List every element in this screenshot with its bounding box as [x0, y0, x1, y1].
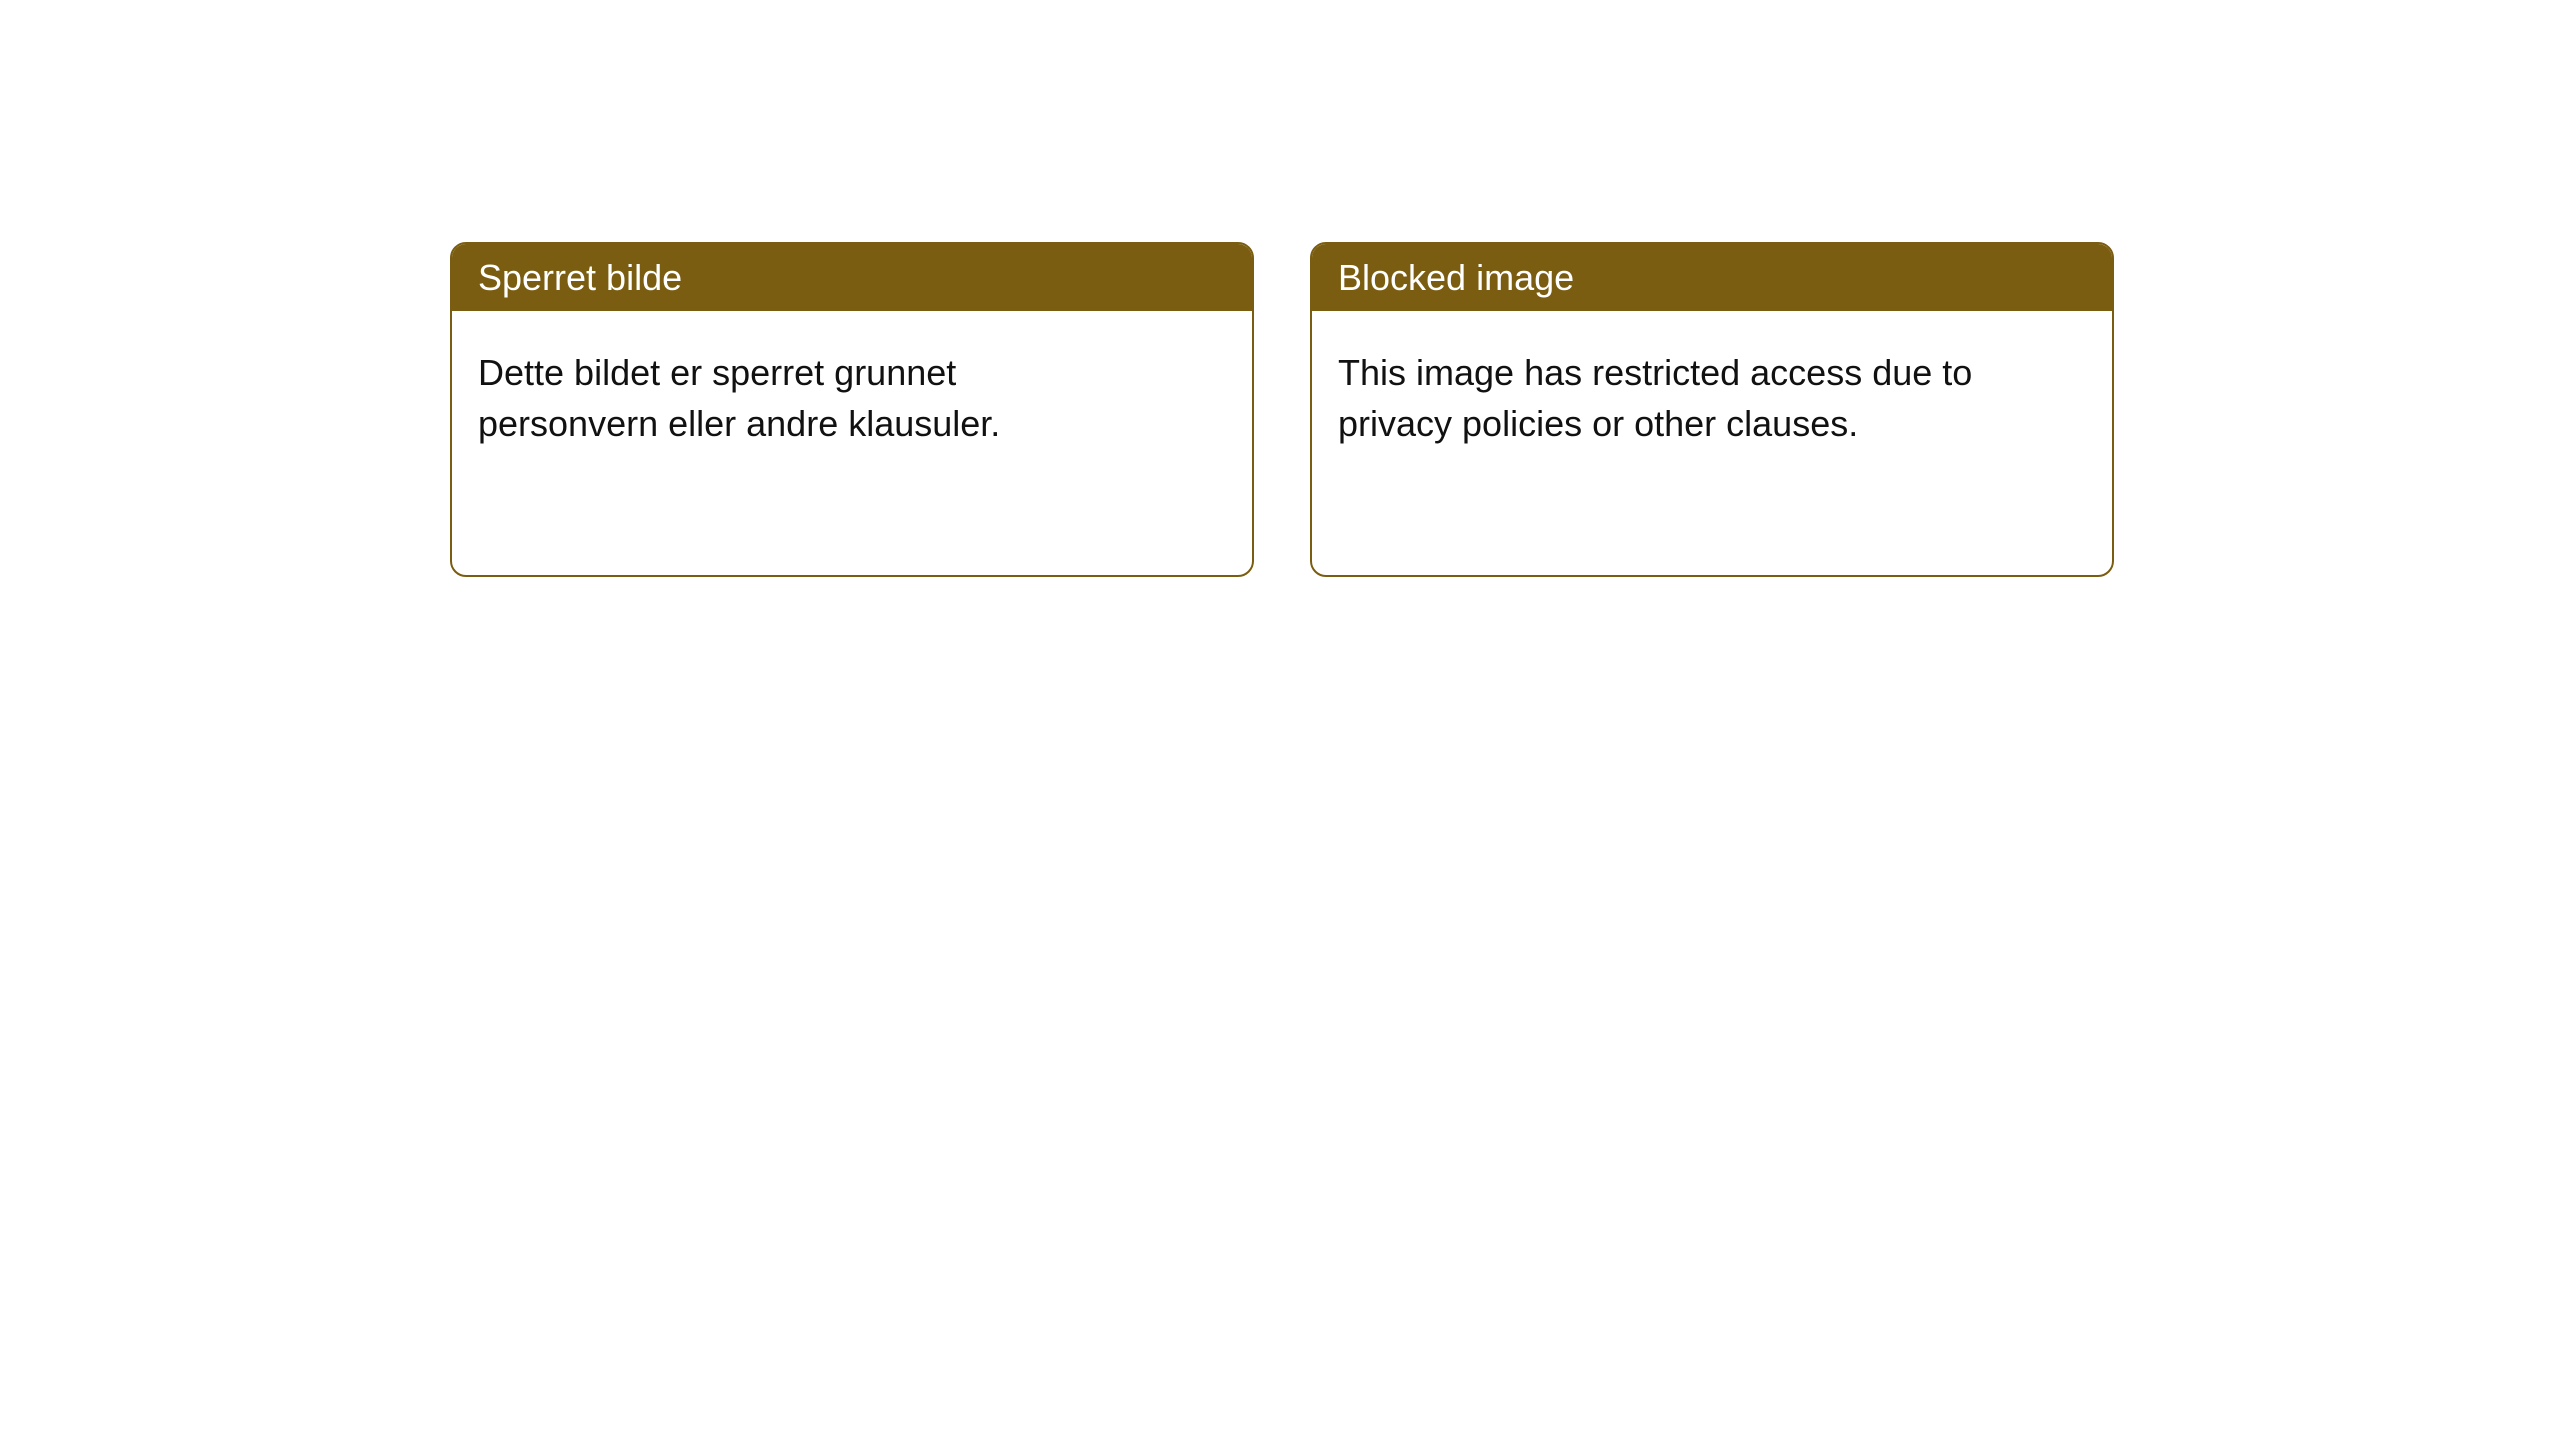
- card-body: This image has restricted access due to …: [1312, 311, 2112, 575]
- card-header: Sperret bilde: [452, 244, 1252, 311]
- card-header: Blocked image: [1312, 244, 2112, 311]
- card-title: Blocked image: [1338, 257, 1574, 298]
- blocked-image-card-en: Blocked image This image has restricted …: [1310, 242, 2114, 577]
- card-message: This image has restricted access due to …: [1338, 347, 1978, 449]
- card-body: Dette bildet er sperret grunnet personve…: [452, 311, 1252, 575]
- card-message: Dette bildet er sperret grunnet personve…: [478, 347, 1118, 449]
- card-title: Sperret bilde: [478, 257, 682, 298]
- blocked-image-card-no: Sperret bilde Dette bildet er sperret gr…: [450, 242, 1254, 577]
- notice-container: Sperret bilde Dette bildet er sperret gr…: [450, 242, 2114, 577]
